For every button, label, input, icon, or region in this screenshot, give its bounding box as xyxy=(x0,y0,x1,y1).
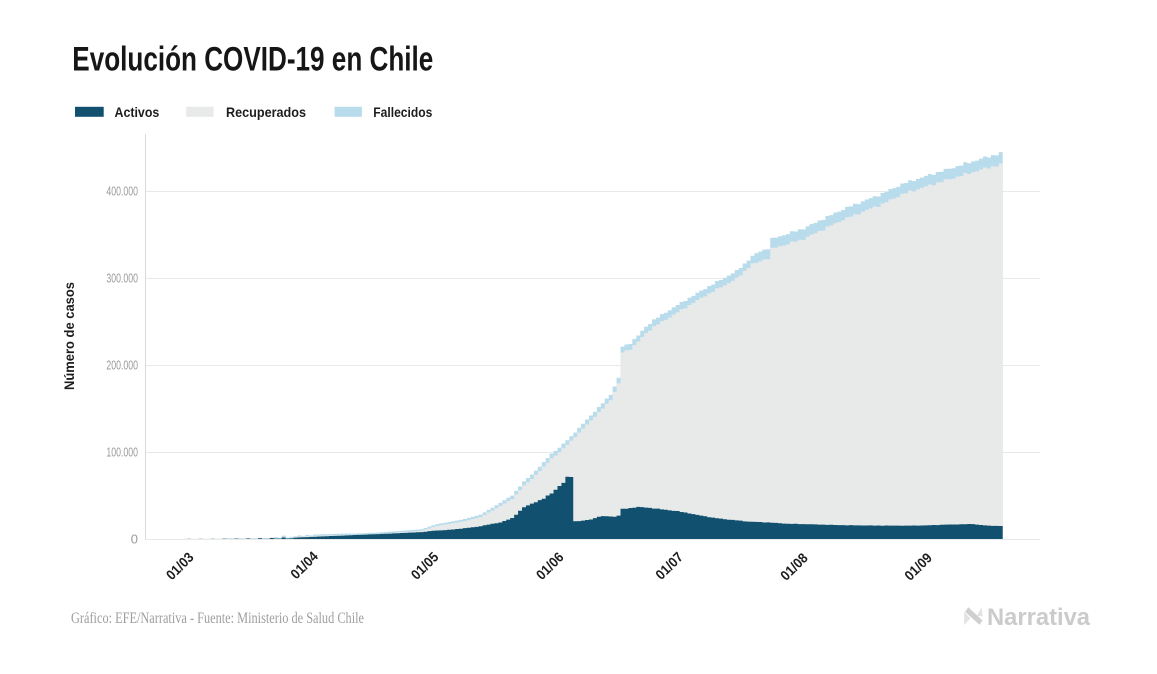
svg-text:Gráfico: EFE/Narrativa - Fuent: Gráfico: EFE/Narrativa - Fuente: Ministe… xyxy=(71,610,364,627)
svg-text:01/04: 01/04 xyxy=(287,548,321,582)
svg-text:01/03: 01/03 xyxy=(163,549,197,583)
svg-text:Activos: Activos xyxy=(115,104,160,120)
svg-text:Número de casos: Número de casos xyxy=(62,282,77,390)
svg-text:Evolución COVID-19 en Chile: Evolución COVID-19 en Chile xyxy=(72,41,433,79)
svg-text:01/09: 01/09 xyxy=(901,549,935,583)
svg-text:01/05: 01/05 xyxy=(408,549,442,583)
svg-text:01/06: 01/06 xyxy=(533,549,567,583)
svg-text:300.000: 300.000 xyxy=(106,271,138,286)
svg-text:0: 0 xyxy=(131,532,138,547)
svg-text:200.000: 200.000 xyxy=(106,358,138,373)
svg-text:Recuperados: Recuperados xyxy=(226,104,306,120)
svg-text:400.000: 400.000 xyxy=(106,184,138,199)
svg-text:01/07: 01/07 xyxy=(652,549,686,583)
svg-text:Fallecidos: Fallecidos xyxy=(373,104,432,120)
svg-text:100.000: 100.000 xyxy=(106,445,138,460)
svg-text:01/08: 01/08 xyxy=(777,549,811,583)
svg-text:Narrativa: Narrativa xyxy=(987,604,1091,631)
